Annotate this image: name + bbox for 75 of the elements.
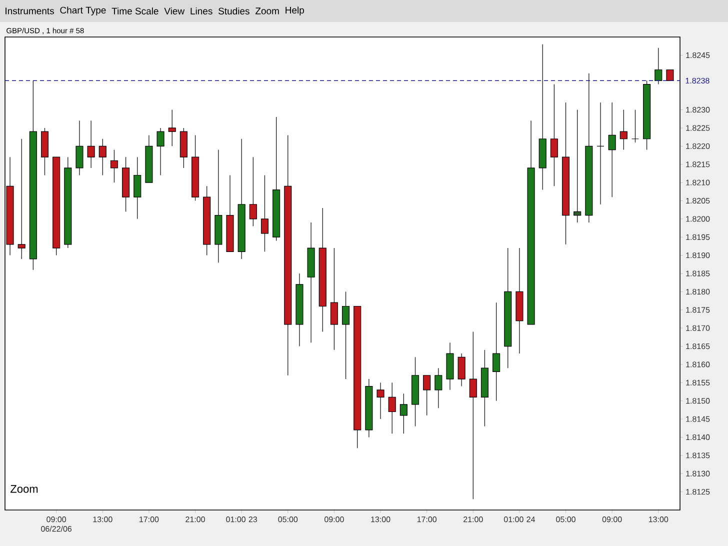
y-tick-label: 1.8205 [686,198,710,204]
text: Zoom [255,8,279,14]
candlestick [76,120,84,176]
candlestick [492,302,500,402]
y-tick-label: 1.8220 [686,143,710,149]
candlestick [423,375,431,416]
y-tick-label: 1.8145 [686,416,710,422]
candlestick [469,331,477,500]
text: Studies [218,8,250,14]
x-tick-label: 09:00 [324,516,344,522]
x-tick-label: 05:00 [556,516,576,522]
y-tick-label: 1.8215 [686,162,710,168]
y-tick-label: 1.8210 [686,180,710,186]
candlestick [631,109,640,143]
candlestick [388,382,396,434]
y-tick-label: 1.8175 [686,307,710,313]
candlestick [376,382,384,420]
text: Chart Type [60,6,106,16]
x-tick-label: 21:00 [186,516,205,522]
x-tick-label: 13:00 [93,516,112,522]
x-tick-label: 17:00 [140,516,159,522]
candlestick [654,48,662,85]
candlestick [134,156,142,220]
text: Time Scale [112,8,158,14]
candlestick [434,368,442,408]
y-tick-label: 1.8200 [686,216,710,222]
y-tick-label: 1.8180 [686,288,710,295]
y-tick-label: 1.8230 [686,106,710,113]
candlestick [330,248,338,350]
candlestick [596,102,604,205]
candlestick [249,156,257,226]
y-tick-label: 1.8160 [686,362,710,368]
y-tick-label: 1.8195 [686,234,710,240]
candlestick [574,109,582,223]
candlestick [458,353,466,387]
x-tick-label: 09:00 06/22/06 [41,516,72,532]
text: Lines [190,8,212,14]
y-tick-label: 1.8150 [686,398,710,404]
candlestick [608,102,616,198]
candlestick [156,128,164,176]
candlestick [110,149,118,183]
candlestick [98,138,106,176]
x-tick-label: 01:00 24 [504,516,536,522]
x-tick-label: 17:00 [417,516,437,522]
text: Help [286,6,304,16]
y-tick-label: 1.8225 [686,125,710,131]
candlestick [87,120,95,168]
y-tick-label: 1.8135 [686,452,710,458]
x-tick-label: 13:00 [649,516,668,522]
text: View [164,8,185,14]
x-tick-label: 09:00 [602,516,622,522]
y-tick-label: 1.8125 [686,488,710,495]
y-tick-label: 1.8130 [686,470,710,476]
annotation: Zoom [10,485,38,493]
candlestick [18,138,26,260]
x-tick-label: 05:00 [278,516,298,522]
candlestick [260,174,269,252]
text: Instruments [6,8,54,14]
y-tick-label: 1.8165 [686,343,710,350]
candlestick [168,109,176,146]
y-tick-label: 1.8140 [686,434,710,440]
candlestick [342,291,350,380]
y-tick-label: 1.8245 [686,52,710,58]
x-tick-label: 01:00 23 [226,516,258,522]
y-tick-label: 1.8155 [686,380,710,386]
ref-line-label: 1.8238 [686,78,710,84]
x-tick-label: 13:00 [371,516,390,522]
y-tick-label: 1.8185 [686,270,710,276]
y-tick-label: 1.8190 [686,252,710,258]
candlestick [620,109,628,150]
candlestick [666,69,674,81]
candlestick [550,84,558,186]
x-tick-label: 21:00 [464,516,483,522]
candlestick [400,393,408,434]
y-tick-label: 1.8170 [686,325,710,331]
